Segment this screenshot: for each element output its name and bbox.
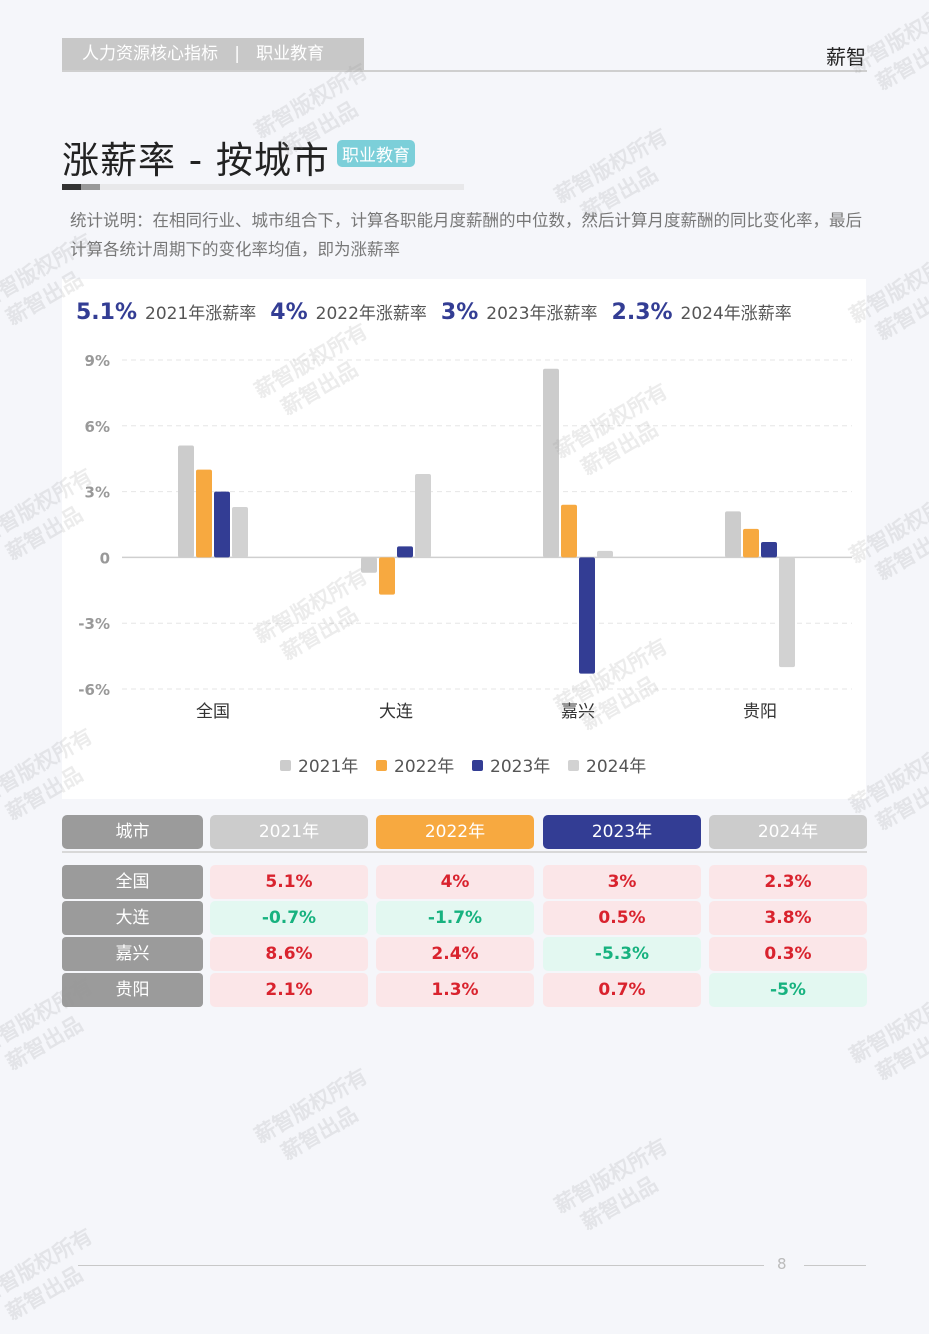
title-underline-accent-2 — [81, 184, 100, 190]
title-underline — [62, 184, 464, 190]
table-cell: -1.7% — [376, 901, 534, 935]
watermark: 薪智版权所有 薪智出品 — [0, 1223, 97, 1325]
footer-line — [78, 1265, 764, 1266]
table-cell: 3% — [543, 865, 701, 899]
table-row-city: 嘉兴 — [62, 937, 203, 971]
table-cell: 2.1% — [210, 973, 368, 1007]
table-row-city: 全国 — [62, 865, 203, 899]
y-tick-label: 6% — [85, 418, 110, 436]
table-cell: -0.7% — [210, 901, 368, 935]
category-badge: 职业教育 — [337, 140, 415, 167]
footer-line — [804, 1265, 866, 1266]
table-cell: -5.3% — [543, 937, 701, 971]
table-cell: 0.5% — [543, 901, 701, 935]
bar — [196, 469, 212, 558]
watermark: 薪智版权所有 薪智出品 — [250, 1063, 372, 1173]
section-header-tab: 人力资源核心指标 | 职业教育 — [62, 38, 364, 71]
y-tick-label: 3% — [85, 484, 110, 502]
legend-label: 2022年 — [394, 757, 454, 777]
bar — [379, 557, 395, 595]
chart-card: 5.1% 2021年涨薪率 4% 2022年涨薪率 3% 2023年涨薪率 2.3% 2… — [62, 279, 866, 799]
page-number: 8 — [777, 1255, 787, 1273]
bar — [597, 550, 613, 558]
bar — [397, 546, 413, 558]
y-tick-label: -6% — [78, 681, 110, 699]
y-tick-label: -3% — [78, 615, 110, 633]
kpi-item: 2.3% 2024年涨薪率 — [611, 300, 792, 325]
table-cell: -5% — [709, 973, 867, 1007]
bar-chart: 9% 6% 3% 0 -3% -6% 全国 大连 嘉兴 贵阳 2021年 2022年 2023年 2024… — [78, 352, 852, 777]
bar — [543, 368, 559, 558]
table-header-cell: 2024年 — [709, 815, 867, 849]
table-cell: 3.8% — [709, 901, 867, 935]
bar — [415, 474, 431, 558]
title-underline-accent — [62, 184, 81, 190]
table-header-cell: 2023年 — [543, 815, 701, 849]
table-header-cell: 2021年 — [210, 815, 368, 849]
table-cell: 2.3% — [709, 865, 867, 899]
table-cell: 0.7% — [543, 973, 701, 1007]
bar — [579, 557, 595, 674]
table-header-divider — [62, 851, 867, 853]
legend-swatch — [280, 760, 291, 771]
bar — [561, 504, 577, 558]
page-title: 涨薪率 - 按城市 — [62, 139, 330, 182]
kpi-item: 5.1% 2021年涨薪率 — [76, 300, 257, 325]
bar — [779, 557, 795, 668]
kpi-item: 3% 2023年涨薪率 — [440, 300, 598, 325]
x-tick-label: 全国 — [196, 702, 230, 722]
bar — [761, 542, 777, 558]
legend-label: 2024年 — [586, 757, 646, 777]
table-cell: 4% — [376, 865, 534, 899]
y-tick-label: 0 — [100, 549, 110, 567]
bar — [725, 511, 741, 558]
kpi-item: 4% 2022年涨薪率 — [270, 300, 427, 325]
kpi-summary: 5.1% 2021年涨薪率 4% 2022年涨薪率 3% 2023年涨薪率 2.3% 2… — [76, 299, 792, 325]
legend-swatch — [472, 760, 483, 771]
watermark: 薪智版权所有 薪智出品 — [550, 1133, 672, 1243]
bar — [743, 528, 759, 558]
header-divider — [62, 70, 867, 72]
y-tick-label: 9% — [85, 352, 110, 370]
table-cell: 1.3% — [376, 973, 534, 1007]
legend-swatch — [376, 760, 387, 771]
table-row-city: 贵阳 — [62, 973, 203, 1007]
x-tick-label: 贵阳 — [743, 702, 777, 722]
legend-label: 2023年 — [490, 757, 550, 777]
bar — [214, 491, 230, 558]
bar — [178, 445, 194, 558]
table-cell: 2.4% — [376, 937, 534, 971]
x-tick-label: 大连 — [379, 702, 413, 722]
bar — [232, 506, 248, 558]
legend-swatch — [568, 760, 579, 771]
table-cell: 5.1% — [210, 865, 368, 899]
description: 统计说明：在相同行业、城市组合下，计算各职能月度薪酬的中位数，然后计算月度薪酬的… — [70, 211, 862, 259]
legend-label: 2021年 — [298, 757, 358, 777]
brand-logo: 薪智 — [826, 45, 866, 69]
table-header-cell: 2022年 — [376, 815, 534, 849]
x-tick-label: 嘉兴 — [561, 702, 595, 722]
table-cell: 8.6% — [210, 937, 368, 971]
table-cell: 0.3% — [709, 937, 867, 971]
table-header-cell: 城市 — [62, 815, 203, 849]
table-row-city: 大连 — [62, 901, 203, 935]
bar — [361, 557, 377, 573]
